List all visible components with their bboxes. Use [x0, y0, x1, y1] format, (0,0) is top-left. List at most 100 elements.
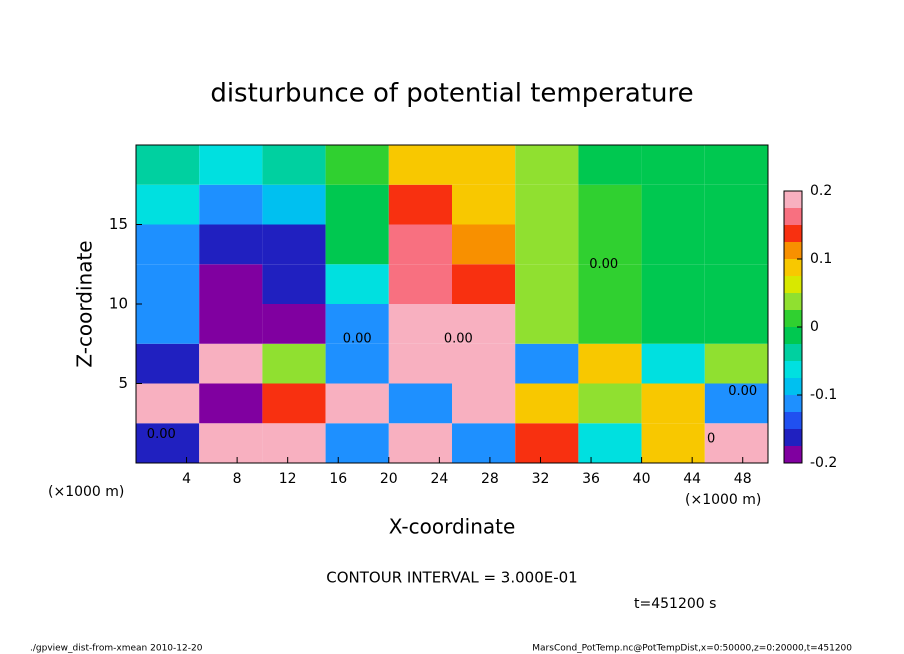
colorbar-swatch	[784, 446, 802, 463]
cell	[578, 343, 642, 384]
cell	[452, 264, 516, 304]
cell	[136, 184, 200, 225]
cell	[136, 224, 200, 265]
cell	[325, 343, 389, 384]
contour-label: 0.00	[444, 331, 473, 346]
cell	[388, 184, 452, 225]
colorbar-tick-label: 0.2	[810, 183, 832, 199]
cell	[136, 264, 200, 304]
x-tick-label: 40	[633, 471, 651, 487]
cell	[325, 383, 389, 424]
cell	[515, 304, 579, 344]
contour-label: 0.00	[147, 427, 176, 442]
colorbar-swatch	[784, 259, 802, 276]
cell	[325, 304, 389, 344]
cell	[578, 304, 642, 344]
cell	[325, 423, 389, 463]
x-axis-label: X-coordinate	[389, 515, 516, 539]
cell	[388, 304, 452, 344]
cell	[578, 264, 642, 304]
cell	[515, 383, 579, 424]
cell	[578, 184, 642, 225]
cell	[136, 145, 200, 185]
cell	[704, 224, 768, 265]
cell	[136, 423, 200, 463]
colorbar-tick-label: -0.1	[810, 387, 837, 403]
cell	[641, 184, 705, 225]
cell	[199, 184, 263, 225]
footer-right: MarsCond_PotTemp.nc@PotTempDist,x=0:5000…	[532, 644, 852, 654]
cell	[262, 304, 326, 344]
colorbar-swatch	[784, 344, 802, 361]
cell	[578, 145, 642, 185]
cell	[452, 224, 516, 265]
cell	[262, 343, 326, 384]
colorbar-swatch	[784, 276, 802, 293]
colorbar-swatch	[784, 242, 802, 259]
cell	[641, 224, 705, 265]
cell	[199, 423, 263, 463]
cell	[641, 264, 705, 304]
cell	[262, 145, 326, 185]
cell	[515, 423, 579, 463]
x-unit-label: (×1000 m)	[48, 484, 124, 500]
footer-left: ./gpview_dist-from-xmean 2010-12-20	[30, 644, 203, 654]
cell	[262, 224, 326, 265]
contour-label: 0	[707, 432, 715, 447]
cell	[136, 383, 200, 424]
cell	[452, 145, 516, 185]
time-label: t=451200 s	[634, 596, 716, 612]
cell	[388, 423, 452, 463]
cell	[704, 343, 768, 384]
x-unit-label: (×1000 m)	[685, 492, 761, 508]
cell	[578, 423, 642, 463]
x-tick-label: 24	[430, 471, 448, 487]
cell	[388, 383, 452, 424]
x-tick-label: 4	[182, 471, 191, 487]
cell	[325, 224, 389, 265]
colorbar-swatch	[784, 293, 802, 310]
cell	[452, 343, 516, 384]
x-tick-label: 12	[279, 471, 297, 487]
cell	[388, 224, 452, 265]
cell	[641, 423, 705, 463]
colorbar-swatch	[784, 412, 802, 429]
cell	[641, 304, 705, 344]
colorbar-swatch	[784, 191, 802, 208]
cell	[704, 145, 768, 185]
cell	[515, 184, 579, 225]
cell	[515, 224, 579, 265]
x-tick-label: 28	[481, 471, 499, 487]
y-tick-label: 15	[109, 215, 128, 233]
x-tick-label: 8	[233, 471, 242, 487]
cell	[704, 383, 768, 424]
colorbar-swatch	[784, 361, 802, 378]
cell	[704, 264, 768, 304]
cell	[136, 304, 200, 344]
cell	[199, 343, 263, 384]
cell	[388, 145, 452, 185]
contour-label: 0.00	[589, 257, 618, 272]
colorbar-tick-label: -0.2	[810, 455, 837, 471]
colorbar-tick-label: 0.1	[810, 251, 832, 267]
y-tick-label: 5	[118, 374, 128, 392]
cell	[452, 304, 516, 344]
cell	[704, 423, 768, 463]
cell	[262, 184, 326, 225]
x-tick-label: 44	[683, 471, 701, 487]
x-tick-label: 36	[582, 471, 600, 487]
cell	[136, 343, 200, 384]
cell	[641, 343, 705, 384]
cell	[578, 383, 642, 424]
cell	[325, 145, 389, 185]
cell	[199, 264, 263, 304]
cell	[262, 264, 326, 304]
colorbar-swatch	[784, 429, 802, 446]
cell	[641, 383, 705, 424]
y-tick-label: 10	[109, 295, 128, 313]
colorbar-swatch	[784, 378, 802, 395]
cell	[452, 184, 516, 225]
cell	[199, 304, 263, 344]
colorbar-swatch	[784, 208, 802, 225]
